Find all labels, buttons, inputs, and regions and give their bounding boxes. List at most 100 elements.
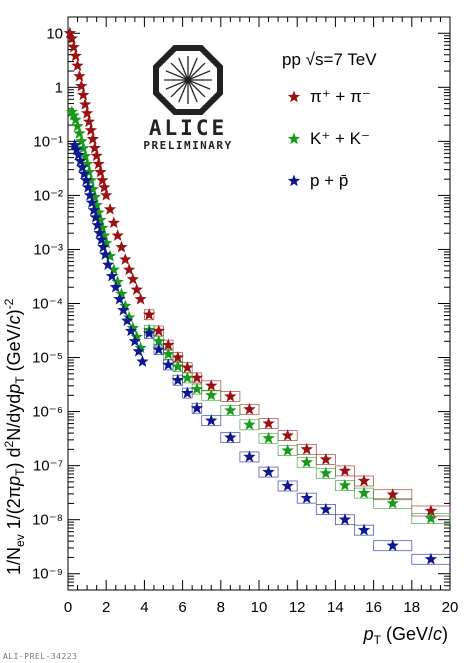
legend-marker — [287, 132, 301, 145]
marker-pion — [111, 229, 124, 241]
y-tick-label: 10 — [46, 25, 63, 42]
marker-pion — [65, 32, 78, 44]
x-tick-label: 18 — [403, 599, 420, 616]
data-markers — [63, 26, 438, 565]
marker-proton — [190, 401, 204, 414]
marker-kaon — [205, 388, 218, 401]
x-tick-label: 4 — [140, 599, 148, 616]
marker-pion — [142, 308, 156, 320]
marker-proton — [205, 414, 218, 426]
marker-pion — [79, 98, 92, 110]
marker-pion — [152, 324, 165, 337]
marker-proton — [97, 240, 110, 253]
y-axis-title: 1/Nev 1/(2πpT) d2N/dydpT (GeV/c)-2 — [2, 298, 27, 575]
logo-ray — [178, 57, 189, 81]
marker-kaon — [224, 403, 237, 416]
figure-id: ALI-PREL-34223 — [3, 652, 78, 661]
logo-ray — [165, 70, 189, 81]
marker-pion — [82, 115, 96, 128]
marker-kaon — [75, 134, 88, 147]
marker-pion — [386, 488, 399, 500]
y-tick-label: 10⁻⁸ — [32, 512, 63, 529]
marker-pion — [181, 361, 194, 373]
marker-kaon — [171, 360, 185, 372]
marker-proton — [152, 343, 165, 355]
marker-pion — [86, 132, 100, 145]
systematic-error-boxes — [143, 309, 451, 565]
marker-proton — [132, 344, 145, 357]
marker-proton — [262, 465, 275, 478]
marker-pion — [69, 49, 82, 62]
marker-kaon — [98, 229, 111, 241]
logo-ray — [187, 70, 211, 81]
x-tick-label: 12 — [289, 599, 306, 616]
legend-label: K⁺ + K⁻ — [310, 129, 370, 148]
marker-pion — [190, 371, 204, 384]
marker-pion — [300, 442, 313, 455]
marker-kaon — [181, 371, 194, 384]
marker-proton — [113, 292, 126, 305]
marker-proton — [243, 450, 256, 463]
marker-proton — [78, 167, 91, 180]
x-axis-title: pT (GeV/c) — [363, 624, 448, 647]
x-tick-label: 2 — [102, 599, 110, 616]
marker-proton — [105, 269, 119, 282]
marker-kaon — [281, 444, 294, 456]
marker-pion — [115, 240, 128, 253]
marker-kaon — [88, 190, 101, 203]
marker-kaon — [134, 341, 147, 354]
marker-pion — [98, 181, 111, 193]
marker-proton — [85, 196, 99, 209]
marker-kaon — [126, 321, 140, 334]
marker-proton — [70, 143, 83, 155]
marker-kaon — [67, 109, 80, 121]
marker-proton — [81, 181, 95, 193]
x-tick-label: 20 — [442, 599, 459, 616]
marker-kaon — [90, 198, 103, 211]
marker-proton — [386, 539, 399, 551]
marker-pion — [122, 263, 136, 276]
marker-pion — [103, 202, 117, 215]
logo-octagon — [153, 45, 223, 115]
marker-pion — [67, 40, 80, 53]
marker-pion — [80, 106, 94, 119]
marker-kaon — [79, 149, 92, 162]
x-tick-labels: 0 2 4 6 8 10 12 14 16 18 20 — [64, 599, 459, 616]
marker-proton — [319, 502, 333, 515]
marker-kaon — [162, 347, 175, 360]
marker-proton — [162, 358, 175, 371]
marker-proton — [87, 203, 100, 216]
logo-ray — [178, 79, 189, 103]
x-tick-label: 0 — [64, 599, 72, 616]
marker-pion — [357, 474, 371, 487]
logo-tag: PRELIMINARY — [143, 139, 232, 152]
marker-proton — [171, 373, 185, 386]
y-tick-label: 10⁻² — [33, 187, 63, 204]
marker-kaon — [319, 466, 333, 479]
axis-ticks — [67, 16, 451, 591]
marker-pion — [205, 379, 218, 392]
marker-proton — [142, 326, 156, 339]
marker-kaon — [357, 486, 371, 499]
y-tick-label: 10⁻⁶ — [32, 404, 63, 421]
marker-pion — [100, 188, 113, 201]
marker-proton — [281, 479, 294, 492]
marker-kaon — [190, 382, 204, 395]
marker-proton — [99, 248, 112, 260]
marker-kaon — [94, 213, 107, 226]
y-tick-label: 10⁻¹ — [33, 133, 63, 150]
marker-pion — [424, 504, 438, 517]
logo-ray — [187, 62, 206, 81]
marker-pion — [94, 165, 107, 178]
marker-proton — [74, 154, 87, 167]
marker-kaon — [152, 334, 165, 347]
marker-proton — [338, 513, 352, 525]
marker-pion — [224, 390, 237, 402]
marker-pion — [262, 417, 275, 429]
marker-kaon — [300, 455, 313, 468]
marker-pion — [162, 338, 175, 351]
marker-proton — [93, 226, 106, 239]
marker-pion — [90, 149, 103, 162]
marker-kaon — [65, 105, 78, 118]
marker-kaon — [115, 287, 128, 300]
